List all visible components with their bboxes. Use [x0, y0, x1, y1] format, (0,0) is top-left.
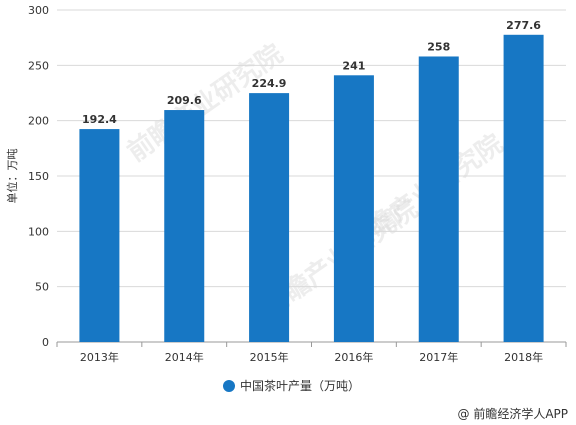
data-label: 224.9	[252, 77, 287, 90]
data-label: 241	[342, 59, 365, 72]
credit-text: @ 前瞻经济学人APP	[458, 406, 569, 421]
y-tick-label: 300	[28, 4, 49, 17]
x-tick-label: 2015年	[250, 350, 289, 364]
bars	[79, 34, 544, 343]
data-label: 277.6	[506, 19, 541, 32]
y-tick-label: 250	[28, 59, 49, 72]
x-tick-label: 2017年	[419, 350, 458, 364]
bar	[249, 93, 290, 343]
legend-label: 中国茶叶产量（万吨）	[240, 378, 360, 393]
data-label: 258	[427, 40, 450, 53]
bar	[164, 110, 205, 342]
y-axis-ticks: 0 50 100 150 200 250 300	[28, 4, 49, 349]
x-tick-label: 2018年	[504, 350, 543, 364]
bar	[418, 56, 459, 342]
y-axis-label: 单位：万吨	[5, 149, 19, 204]
x-tick-label: 2014年	[165, 350, 204, 364]
x-tick-label: 2016年	[334, 350, 373, 364]
x-tick-label: 2013年	[80, 350, 119, 364]
y-tick-label: 0	[42, 336, 49, 349]
legend: 中国茶叶产量（万吨）	[223, 378, 360, 393]
legend-marker	[223, 380, 235, 392]
x-axis-ticks: 2013年 2014年 2015年 2016年 2017年 2018年	[56, 342, 567, 364]
y-tick-label: 100	[28, 225, 49, 238]
bar	[503, 34, 544, 342]
y-tick-label: 200	[28, 115, 49, 128]
data-label: 209.6	[167, 94, 202, 107]
bar	[79, 129, 120, 342]
bar	[333, 75, 374, 342]
data-label: 192.4	[82, 113, 117, 126]
y-tick-label: 50	[35, 281, 49, 294]
y-tick-label: 150	[28, 170, 49, 183]
data-labels: 192.4 209.6 224.9 241 258 277.6	[82, 19, 541, 126]
